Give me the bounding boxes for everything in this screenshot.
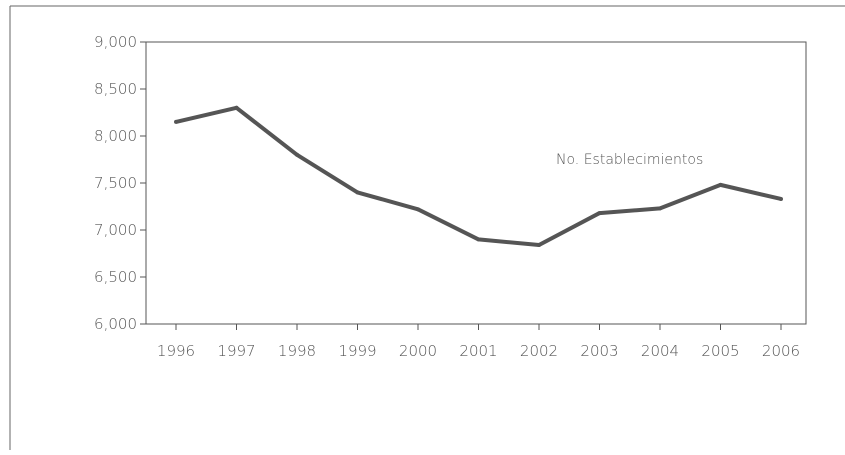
x-tick-label: 2001 (459, 342, 497, 360)
data-point (355, 190, 360, 195)
x-tick-label: 1998 (278, 342, 316, 360)
data-point (597, 211, 602, 216)
data-point (658, 206, 662, 211)
data-point (718, 182, 723, 187)
y-tick-label: 7,500 (94, 174, 137, 192)
x-tick-label: 2006 (762, 342, 800, 360)
x-tick-label: 2005 (701, 342, 739, 360)
data-point (537, 243, 541, 248)
x-tick-label: 2003 (580, 342, 618, 360)
data-point (476, 237, 481, 242)
plot-area (145, 41, 807, 325)
y-axis: 6,000 6,500 7,000 7,500 8,000 8,500 9,000 (94, 33, 146, 333)
data-point (779, 196, 783, 201)
x-tick-label: 2002 (520, 342, 558, 360)
series-label: No. Establecimientos (556, 152, 703, 168)
y-tick-label: 7,000 (94, 221, 137, 239)
y-tick-label: 6,500 (94, 268, 137, 286)
x-tick-label: 2000 (399, 342, 437, 360)
data-point (295, 152, 299, 157)
x-tick-label: 1999 (338, 342, 376, 360)
series-group (174, 105, 783, 248)
y-tick-label: 6,000 (94, 315, 137, 333)
y-tick-label: 8,000 (94, 127, 137, 145)
series-line (175, 105, 782, 248)
data-point (416, 207, 420, 212)
data-point (174, 119, 178, 124)
y-tick-label: 8,500 (94, 80, 137, 98)
x-tick-label: 1996 (157, 342, 195, 360)
x-tick-label: 1997 (217, 342, 255, 360)
data-point (234, 105, 239, 110)
x-axis: 1996 1997 1998 1999 2000 2001 2002 2003 2004 2005… (157, 324, 800, 360)
y-tick-label: 9,000 (94, 33, 137, 51)
x-tick-label: 2004 (641, 342, 679, 360)
